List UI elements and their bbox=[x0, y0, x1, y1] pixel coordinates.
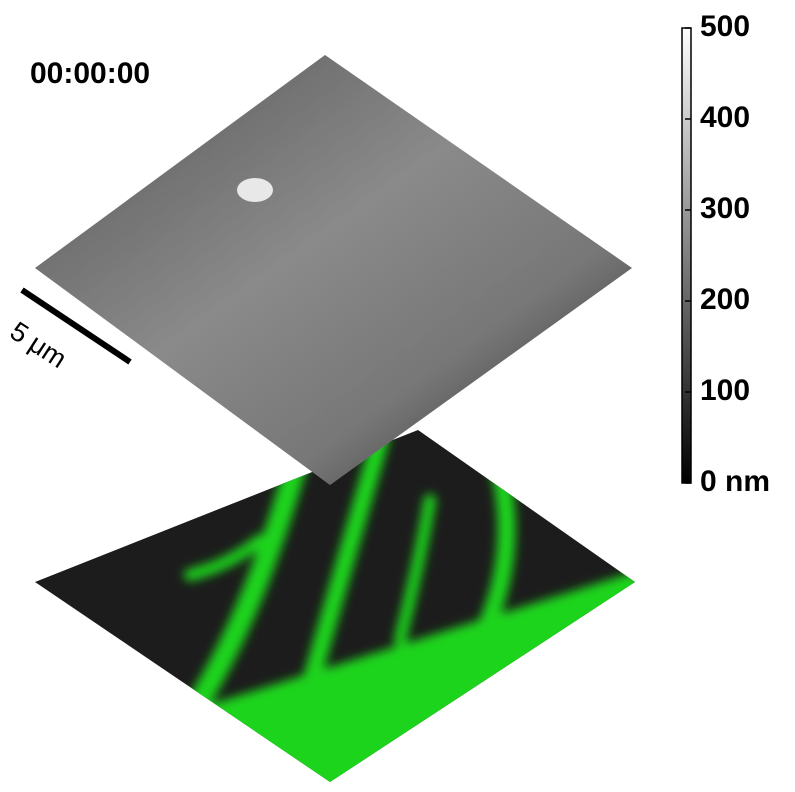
topography-image bbox=[35, 55, 632, 485]
figure: 00:00:00 5 μm 0 nm 100 200 300 400 500 bbox=[0, 0, 795, 787]
scale-bar-label: 5 μm bbox=[5, 316, 72, 374]
fluorescence-image bbox=[35, 430, 640, 787]
colorbar-tick-label: 400 bbox=[700, 101, 750, 134]
colorbar-tick-label: 200 bbox=[700, 283, 750, 316]
colorbar-tick-label: 100 bbox=[700, 374, 750, 407]
colorbar-tick-label: 0 nm bbox=[700, 465, 770, 498]
timestamp: 00:00:00 bbox=[30, 57, 150, 90]
colorbar-tick-label: 500 bbox=[700, 10, 750, 43]
colorbar-tick-label: 300 bbox=[700, 192, 750, 225]
colorbar: 0 nm 100 200 300 400 500 bbox=[682, 10, 770, 498]
colorbar-ramp bbox=[682, 28, 691, 483]
